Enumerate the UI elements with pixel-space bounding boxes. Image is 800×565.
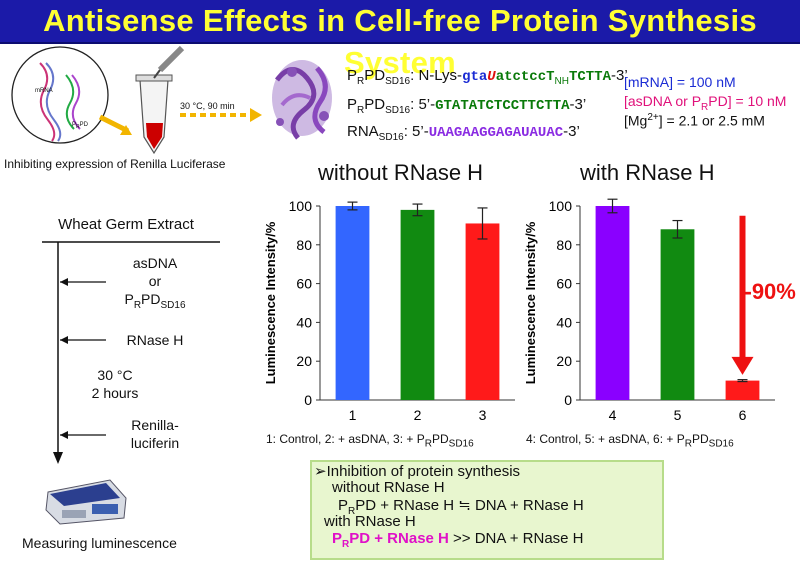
chart1-y-tick-label: 40	[296, 314, 312, 330]
arrow-head	[120, 125, 132, 135]
chart-without-rnase: Luminescence Intensity/% 0 20 40 60 80 100 1 2 3	[263, 198, 515, 423]
condition-mrna: [mRNA] = 100 nM	[624, 74, 736, 90]
chart1-bar-2	[400, 209, 435, 400]
mrna-strand-1	[39, 62, 56, 142]
mrna-label: mRNA	[35, 88, 53, 94]
bullet-arrow-icon: ➢	[314, 463, 327, 480]
chart2-y-tick-label: 0	[564, 392, 572, 408]
chart1-x-tick-label: 1	[349, 407, 357, 423]
pipette-icon	[153, 45, 185, 79]
chart2-y-tick-label: 80	[556, 237, 572, 253]
procedure-step-3: Renilla- luciferin	[130, 417, 180, 451]
chart-with-rnase: Luminescence Intensity/% 0 20 40 60 80 100 4 5 6 -…	[523, 198, 796, 423]
chart2-y-tick-label: 40	[556, 314, 572, 330]
chart2-annotation: -90%	[745, 279, 796, 304]
chart2-y-tick-label: 20	[556, 353, 572, 369]
chart2-y-axis-label: Luminescence Intensity/%	[523, 221, 538, 384]
sequence-line-3: RNASD16: 5’-UAAGAAGGAGAUAUAC-3’	[347, 123, 580, 143]
prpd-strand-1	[65, 74, 75, 130]
expression-caption: Inhibiting expression of Renilla Lucifer…	[4, 157, 226, 171]
procedure-step-2: RNase H	[126, 332, 184, 348]
title-bar	[0, 0, 800, 44]
chart2-bar-6	[725, 380, 760, 400]
summary-line-1: ➢Inhibition of protein synthesis	[314, 463, 521, 480]
procedure-flow-lines	[42, 241, 220, 464]
sequence-line-2: PRPDSD16: 5’-GTATATCTCCTTCTTA-3’	[347, 96, 587, 116]
luminometer-icon	[45, 479, 127, 525]
incubation-label: 30 °C, 90 min	[180, 101, 235, 111]
chart1-x-tick-label: 2	[414, 407, 422, 423]
prpd-strand-2	[71, 74, 81, 130]
summary-box	[310, 460, 664, 560]
page-title: Antisense Effects in Cell-free Protein S…	[43, 3, 757, 80]
reaction-circle	[11, 46, 109, 144]
chart1-y-tick-label: 80	[296, 237, 312, 253]
chart1-y-tick-label: 0	[304, 392, 312, 408]
chart1-y-axis-label: Luminescence Intensity/%	[263, 221, 278, 384]
schematic-graphic	[11, 45, 262, 155]
summary-line-2: without RNase H	[332, 479, 445, 496]
procedure-main-arrowhead	[53, 452, 63, 464]
chart1-title: without RNase H	[318, 160, 484, 185]
condition-mg: [Mg2+] = 2.1 or 2.5 mM	[624, 112, 765, 129]
chart2-x-tick-label: 5	[674, 407, 682, 423]
procedure-header: Wheat Germ Extract	[58, 216, 194, 233]
chart2-x-tick-label: 4	[609, 407, 617, 423]
tube-icon	[135, 74, 173, 155]
chart2-title: with RNase H	[580, 160, 715, 185]
procedure-incubation: 30 °C 2 hours	[91, 367, 139, 401]
chart2-y-tick-label: 100	[549, 198, 573, 214]
protein-structure-image	[272, 60, 332, 140]
chart1-y-tick-label: 60	[296, 276, 312, 292]
chart1-bar-3	[465, 223, 500, 400]
sequence-line-1: PRPDSD16: N-Lys-gtaUatctccTNHTCTTA-3’	[347, 67, 628, 87]
chart2-x-tick-label: 6	[739, 407, 747, 423]
chart1-bar-1	[335, 206, 370, 400]
dashed-arrow-head	[250, 108, 262, 122]
chart1-y-tick-label: 20	[296, 353, 312, 369]
arrow-shaft	[98, 114, 130, 134]
procedure-step-1: asDNA or PRPDSD16	[124, 255, 186, 311]
chart2-bar-4	[595, 206, 630, 400]
chart2-reduction-arrowhead	[731, 356, 754, 375]
chart2-y-tick-label: 60	[556, 276, 572, 292]
mrna-strand-2	[45, 62, 62, 142]
chart1-caption: 1: Control, 2: + asDNA, 3: + PRPDSD16	[266, 432, 474, 450]
chart2-caption: 4: Control, 5: + asDNA, 6: + PRPDSD16	[526, 432, 734, 450]
summary-line-4: with RNase H	[324, 513, 416, 530]
condition-asdna: [asDNA or PRPD] = 10 nM	[624, 93, 787, 113]
chart2-bar-5	[660, 229, 695, 400]
prpd-circle-label: PRPD	[72, 122, 88, 131]
summary-line-5: PRPD + RNase H >> DNA + RNase H	[332, 530, 584, 550]
measure-caption: Measuring luminescence	[22, 535, 177, 551]
summary-line-3: PRPD + RNase H ≒ DNA + RNase H	[338, 497, 584, 517]
chart1-y-tick-label: 100	[289, 198, 313, 214]
chart1-x-tick-label: 3	[479, 407, 487, 423]
